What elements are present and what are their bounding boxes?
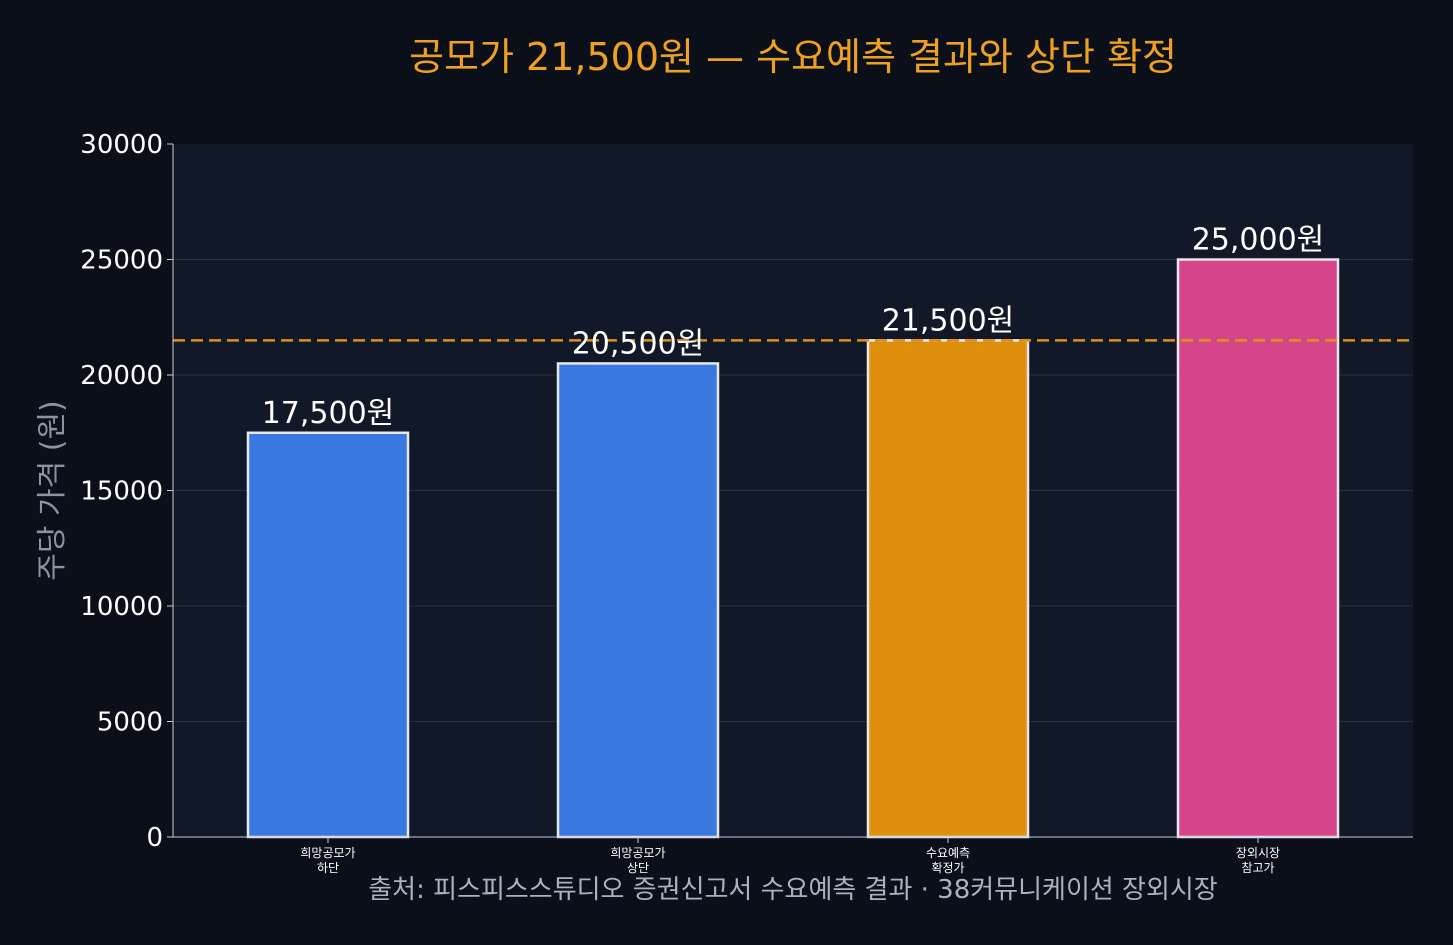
bar-value-label: 20,500원 bbox=[572, 326, 705, 361]
y-tick-label: 20000 bbox=[80, 361, 163, 391]
source-note: 출처: 피스피스스튜디오 증권신고서 수요예측 결과 · 38커뮤니케이션 장외… bbox=[368, 875, 1217, 905]
bars bbox=[246, 258, 1340, 839]
x-tick-label: 하단 bbox=[317, 861, 339, 875]
y-tick-label: 25000 bbox=[80, 246, 163, 276]
bar-value-label: 17,500원 bbox=[262, 396, 395, 431]
bar-value-label: 25,000원 bbox=[1192, 223, 1325, 258]
value-labels: 17,500원 20,500원 21,500원 25,000원 bbox=[262, 223, 1325, 431]
chart-title: 공모가 21,500원 — 수요예측 결과와 상단 확정 bbox=[409, 35, 1177, 79]
y-tick-label: 30000 bbox=[80, 130, 163, 160]
y-tick-labels: 0 5000 10000 15000 20000 25000 30000 bbox=[80, 130, 173, 853]
bar bbox=[556, 362, 720, 839]
bar bbox=[866, 339, 1030, 839]
y-tick-label: 15000 bbox=[80, 477, 163, 507]
x-tick-label: 장외시장 bbox=[1236, 846, 1280, 860]
bar bbox=[246, 431, 410, 839]
y-tick-label: 5000 bbox=[97, 708, 163, 738]
x-tick-label: 수요예측 bbox=[926, 846, 970, 860]
bar bbox=[1176, 258, 1340, 839]
y-axis-label: 주당 가격 (원) bbox=[35, 400, 70, 580]
x-tick-label: 확정가 bbox=[931, 861, 964, 875]
x-tick-label: 희망공모가 bbox=[300, 846, 355, 860]
x-tick-label: 참고가 bbox=[1241, 861, 1274, 875]
y-tick-label: 0 bbox=[146, 823, 163, 853]
bar-value-label: 21,500원 bbox=[882, 303, 1015, 338]
y-tick-label: 10000 bbox=[80, 592, 163, 622]
x-tick-label: 상단 bbox=[627, 861, 649, 875]
x-tick-label: 희망공모가 bbox=[610, 846, 665, 860]
